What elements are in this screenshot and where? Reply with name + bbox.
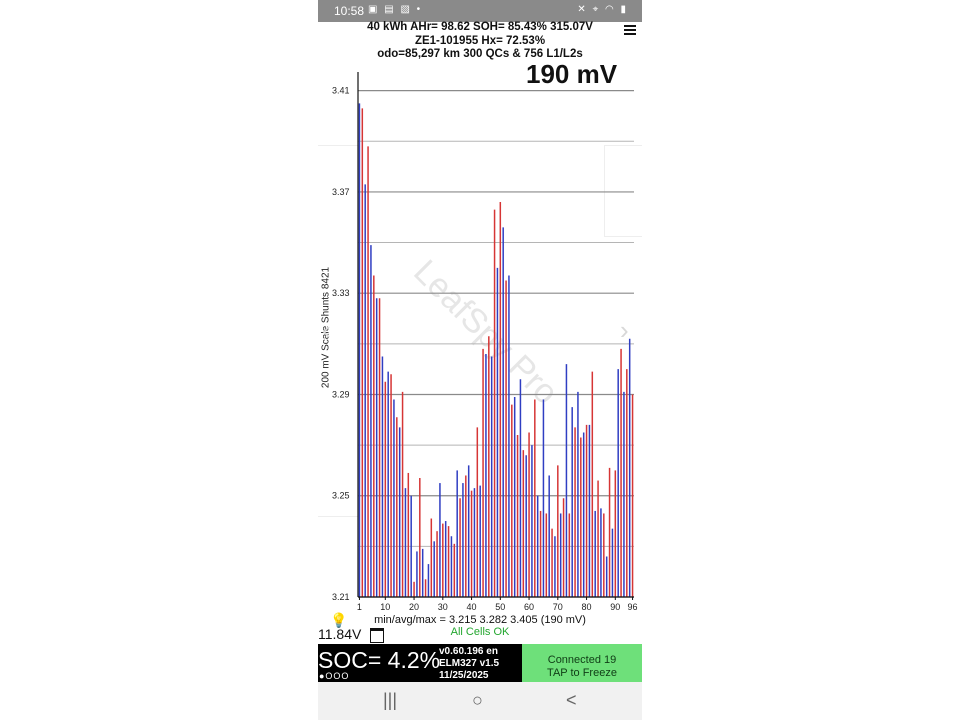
- connection-button[interactable]: Connected 19 TAP to Freeze: [522, 644, 642, 682]
- header-line-3: odo=85,297 km 300 QCs & 756 L1/L2s: [377, 48, 583, 60]
- x-tick-label: 20: [409, 602, 419, 612]
- phone-screen: 10:58 ▣ ▤ ▧ • ✕ ⌖ ◠ ▮ 40 kWh AHr= 98.62 …: [318, 0, 642, 720]
- x-tick-label: 96: [628, 602, 638, 612]
- menu-icon[interactable]: [624, 23, 636, 35]
- x-tick-label: 50: [495, 602, 505, 612]
- min-avg-max-text: min/avg/max = 3.215 3.282 3.405 (190 mV): [374, 614, 586, 626]
- status-time: 10:58: [334, 4, 365, 18]
- current-date: 11/25/2025: [439, 670, 489, 681]
- y-tick-label: 3.33: [332, 288, 350, 298]
- chevron-right-icon[interactable]: ›: [620, 315, 629, 345]
- y-tick-label: 3.21: [332, 592, 350, 602]
- back-button[interactable]: <: [566, 690, 577, 710]
- chevron-left-icon[interactable]: ‹: [322, 315, 331, 345]
- x-tick-label: 70: [553, 602, 563, 612]
- soc-dots: ●OOO: [319, 671, 350, 681]
- soc-value: SOC= 4.2%: [318, 647, 441, 673]
- lightbulb-icon[interactable]: 💡: [330, 612, 348, 628]
- x-tick-label: 40: [467, 602, 477, 612]
- android-nav-bar: ||| ○ <: [318, 682, 642, 720]
- x-tick-label: 1: [357, 602, 362, 612]
- connection-status: Connected 19: [547, 654, 617, 666]
- app-version: v0.60.196 en: [439, 646, 498, 657]
- status-bar: 10:58 ▣ ▤ ▧ • ✕ ⌖ ◠ ▮: [318, 0, 642, 22]
- y-tick-label: 3.29: [332, 389, 350, 399]
- adapter-version: ELM327 v1.5: [439, 658, 500, 669]
- aux-battery-voltage: 11.84V: [318, 626, 362, 642]
- x-tick-label: 60: [524, 602, 534, 612]
- y-tick-label: 3.37: [332, 187, 350, 197]
- y-tick-label: 3.41: [332, 86, 350, 96]
- header-line-2: ZE1-101955 Hx= 72.53%: [414, 35, 546, 47]
- right-panel-edge: [604, 145, 642, 237]
- header-line-1: 40 kWh AHr= 98.62 SOH= 85.43% 315.07V: [367, 21, 593, 33]
- version-info: v0.60.196 en ELM327 v1.5 11/25/2025: [439, 646, 499, 682]
- home-button[interactable]: ○: [472, 690, 483, 710]
- y-tick-label: 3.25: [332, 491, 350, 501]
- calendar-icon[interactable]: [370, 628, 384, 643]
- x-tick-label: 90: [610, 602, 620, 612]
- recent-apps-button[interactable]: |||: [383, 690, 398, 710]
- x-tick-label: 30: [438, 602, 448, 612]
- delta-voltage-label: 190 mV: [526, 59, 618, 89]
- notification-icons: ▣ ▤ ▧ •: [368, 4, 423, 15]
- freeze-hint: TAP to Freeze: [547, 667, 617, 679]
- cells-status-text: All Cells OK: [450, 626, 510, 638]
- soc-panel[interactable]: SOC= 4.2% ●OOO v0.60.196 en ELM327 v1.5 …: [318, 644, 522, 682]
- x-tick-label: 80: [582, 602, 592, 612]
- x-tick-label: 10: [380, 602, 390, 612]
- system-icons: ✕ ⌖ ◠ ▮: [577, 4, 628, 15]
